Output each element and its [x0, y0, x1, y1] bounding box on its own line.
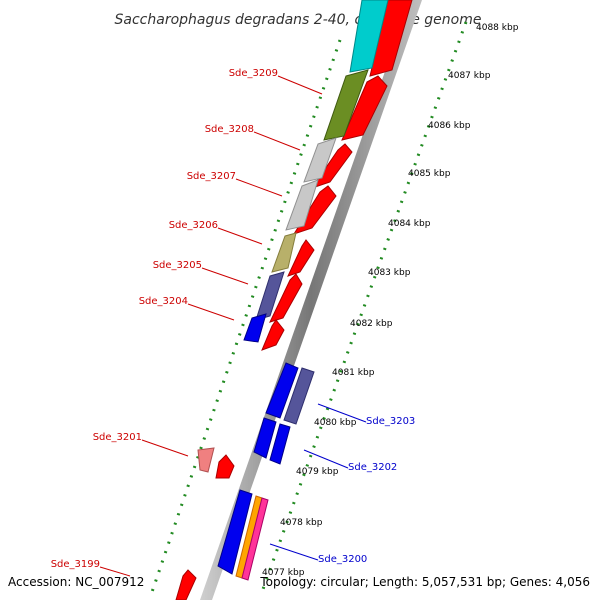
reverse-strand-genes: [217, 362, 315, 581]
kbp-ticks: 4088 kbp 4087 kbp 4086 kbp 4085 kbp 4084…: [262, 23, 519, 578]
gene-slate: [255, 271, 285, 321]
tick-label: 4081 kbp: [332, 368, 375, 378]
gene-cds-red: [175, 569, 197, 600]
gene-label-sde-3204[interactable]: Sde_3204: [139, 296, 188, 307]
tick-label: 4079 kbp: [296, 467, 339, 477]
inner-tick-track: [150, 39, 342, 593]
label-leader: [235, 178, 283, 197]
outer-tick-track: [260, 21, 468, 593]
tick-label: 4088 kbp: [476, 23, 519, 33]
gene-label-sde-3209[interactable]: Sde_3209: [229, 68, 278, 79]
label-leader: [277, 75, 323, 95]
gene-blue: [265, 362, 299, 419]
label-leader: [187, 303, 235, 321]
gene-label-sde-3200[interactable]: Sde_3200: [318, 554, 367, 565]
gene-cds-red: [261, 319, 285, 351]
gene-cds-red: [269, 273, 303, 323]
gene-label-sde-3199[interactable]: Sde_3199: [51, 559, 100, 570]
tick-label: 4087 kbp: [448, 71, 491, 81]
gene-magenta: [241, 497, 269, 581]
gene-blue: [243, 313, 267, 343]
label-leader: [317, 403, 367, 423]
gene-blue: [217, 489, 253, 575]
label-leader: [201, 267, 249, 285]
tick-label: 4077 kbp: [262, 568, 305, 578]
gene-cyan: [349, 0, 389, 73]
gene-label-sde-3208[interactable]: Sde_3208: [205, 124, 254, 135]
tick-label: 4084 kbp: [388, 219, 431, 229]
gene-label-sde-3202[interactable]: Sde_3202: [348, 462, 397, 473]
gene-label-sde-3207[interactable]: Sde_3207: [187, 171, 236, 182]
forward-gene-labels: Sde_3209 Sde_3208 Sde_3207 Sde_3206 Sde_…: [51, 68, 323, 577]
gene-pink: [197, 447, 215, 473]
gene-khaki: [271, 232, 297, 273]
gene-label-sde-3205[interactable]: Sde_3205: [153, 260, 202, 271]
gene-cds-red: [287, 239, 315, 277]
accession-text: Accession: NC_007912: [8, 575, 144, 589]
label-leader: [269, 543, 319, 561]
tick-label: 4085 kbp: [408, 169, 451, 179]
gene-grey: [303, 137, 337, 183]
tick-label: 4083 kbp: [368, 268, 411, 278]
topology-summary: Topology: circular; Length: 5,057,531 bp…: [259, 575, 590, 589]
tick-label: 4086 kbp: [428, 121, 471, 131]
tick-label: 4082 kbp: [350, 319, 393, 329]
label-leader: [217, 227, 263, 245]
tick-label: 4080 kbp: [314, 418, 357, 428]
label-leader: [141, 439, 189, 457]
gene-blue: [269, 423, 291, 465]
label-leader: [303, 449, 349, 469]
label-leader: [253, 131, 301, 151]
gene-grey: [285, 179, 319, 231]
map-title: Saccharophagus degradans 2-40, complete …: [115, 12, 482, 28]
gene-olive: [323, 69, 369, 141]
reverse-gene-labels: Sde_3203 Sde_3202 Sde_3200: [269, 403, 415, 565]
gene-blue: [253, 417, 277, 459]
gene-label-sde-3201[interactable]: Sde_3201: [93, 432, 142, 443]
inner-track-genes: [197, 0, 389, 473]
tick-label: 4078 kbp: [280, 518, 323, 528]
gene-label-sde-3203[interactable]: Sde_3203: [366, 416, 415, 427]
label-leader: [99, 566, 131, 577]
gene-label-sde-3206[interactable]: Sde_3206: [169, 220, 218, 231]
gene-slate: [283, 367, 315, 425]
forward-strand-genes: [175, 0, 413, 600]
gene-cds-red: [215, 454, 235, 479]
